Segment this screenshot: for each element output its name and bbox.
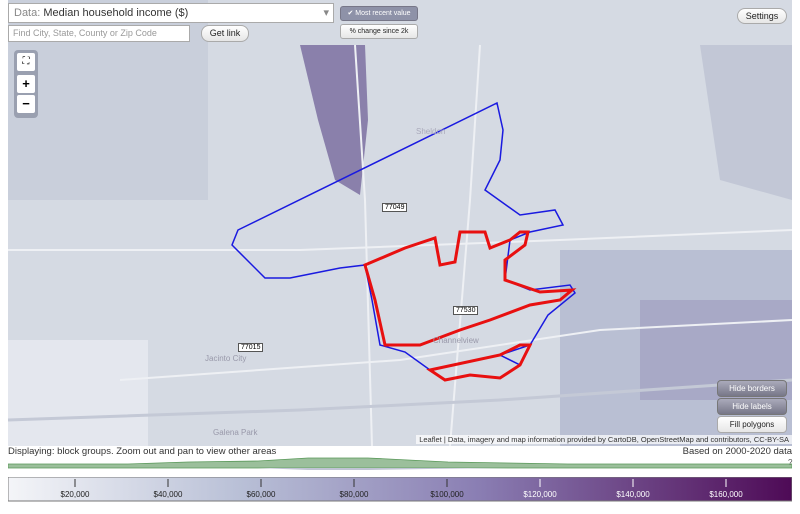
percent-change-button[interactable]: % change since 2k [340, 24, 418, 39]
label: Most recent value [355, 10, 411, 17]
road [119, 319, 793, 381]
road [354, 44, 373, 446]
help-icon[interactable]: ? [788, 458, 793, 467]
legend-tick-label: $80,000 [340, 490, 369, 499]
hide-borders-button[interactable]: Hide borders [717, 380, 787, 397]
attribution: Leaflet | Data, imagery and map informat… [416, 435, 792, 444]
roads [7, 44, 793, 446]
legend-tick-label: $20,000 [61, 490, 90, 499]
value: Median household income ($) [43, 7, 189, 19]
zoom-out-button[interactable]: − [17, 95, 35, 113]
status-text: Displaying: block groups. Zoom out and p… [8, 446, 277, 457]
map-area [300, 45, 368, 195]
road [8, 229, 793, 251]
river [7, 378, 793, 422]
histogram [8, 457, 792, 470]
zoom-control: ⛶ + − [14, 50, 38, 118]
data-select[interactable]: Data: Median household income ($) ▾ [8, 3, 334, 23]
most-recent-button[interactable]: ✔ Most recent value [340, 6, 418, 21]
zip-label: 77015 [238, 343, 264, 352]
hide-labels-button[interactable]: Hide labels [717, 398, 787, 415]
arrow: ▾ [323, 7, 329, 19]
source-text: Based on 2000-2020 data [682, 446, 792, 457]
zip-border-77530 [363, 230, 577, 347]
map [7, 0, 793, 446]
legend-tick-label: $40,000 [154, 490, 183, 499]
place-label: Channelview [433, 336, 479, 345]
place-label: Sheldon [416, 127, 446, 136]
legend-tick-label: $120,000 [523, 490, 557, 499]
place-label: Galena Park [213, 428, 258, 437]
map-area [8, 340, 148, 446]
settings-button[interactable]: Settings [737, 8, 787, 24]
zoom-in-button[interactable]: + [17, 75, 35, 93]
get-link-button[interactable]: Get link [201, 25, 249, 42]
zip-label: 77049 [382, 203, 408, 212]
legend-colorbar [8, 477, 792, 502]
legend-tick-label: $160,000 [709, 490, 743, 499]
fill-polygons-button[interactable]: Fill polygons [717, 416, 787, 433]
place-label: Jacinto City [205, 354, 247, 363]
histogram-area [258, 468, 508, 470]
fullscreen-button[interactable]: ⛶ [17, 53, 35, 71]
legend-tick-label: $100,000 [430, 490, 464, 499]
zip-label: 77530 [453, 306, 479, 315]
legend: $20,000 $40,000 $60,000 $80,000 $100,000 $120… [8, 477, 792, 502]
map-area [700, 45, 792, 200]
legend-tick-label: $60,000 [247, 490, 276, 499]
zip-border-77530 [426, 343, 533, 382]
label: Data: [14, 7, 41, 19]
histogram-area [8, 457, 792, 469]
search-input[interactable]: Find City, State, County or Zip Code [8, 25, 190, 42]
legend-tick-label: $140,000 [616, 490, 650, 499]
